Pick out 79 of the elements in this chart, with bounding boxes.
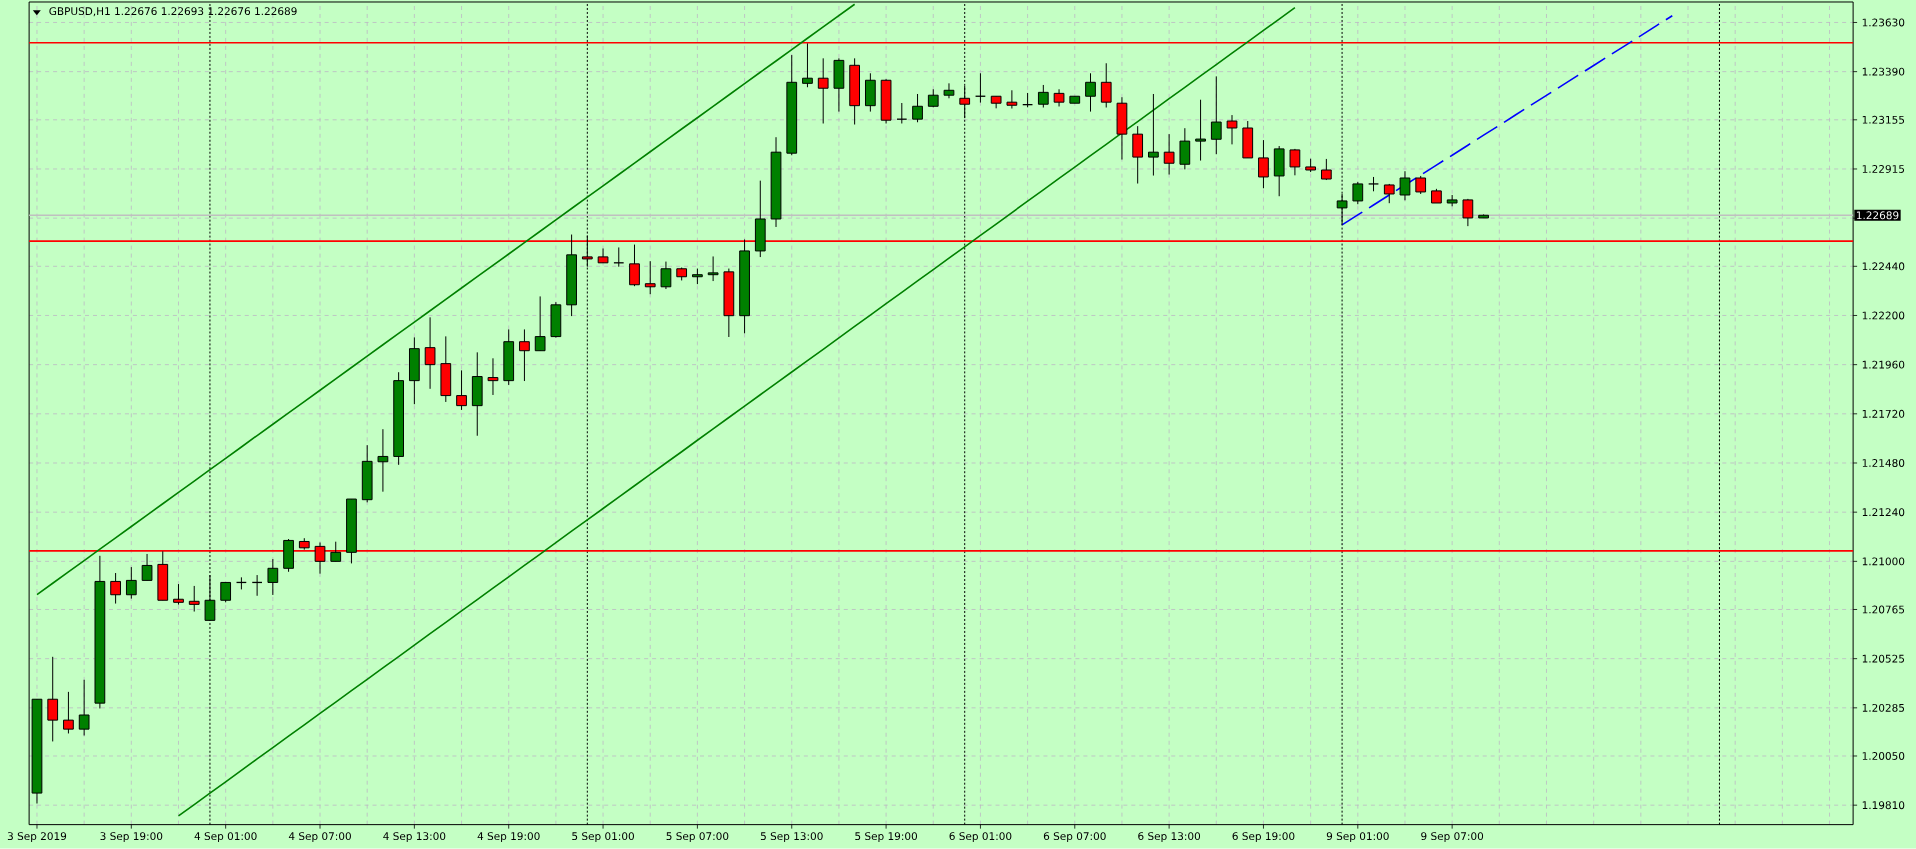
candlestick (660, 261, 672, 290)
x-tick-label: 5 Sep 01:00 (572, 832, 634, 843)
candlestick (1195, 99, 1206, 162)
x-tick-label: 4 Sep 13:00 (383, 832, 446, 843)
candlestick (110, 572, 121, 605)
candlestick (1226, 114, 1238, 146)
y-tick-label: 1.20525 (1862, 654, 1905, 663)
candlestick (141, 553, 153, 582)
candlestick (173, 583, 184, 606)
x-tick-label: 9 Sep 07:00 (1421, 832, 1484, 843)
candlestick (1399, 170, 1411, 202)
candlestick (1352, 181, 1364, 205)
x-tick-label: 6 Sep 13:00 (1138, 832, 1201, 843)
y-tick-label: 1.22440 (1862, 262, 1905, 271)
candlestick (817, 58, 829, 125)
y-tick-label: 1.19810 (1862, 801, 1905, 810)
y-tick-label: 1.21000 (1862, 557, 1905, 566)
candlestick (424, 317, 436, 390)
candlestick (63, 691, 74, 735)
candlestick (267, 558, 279, 596)
candlestick (707, 256, 719, 282)
x-tick-label: 3 Sep 2019 (7, 832, 67, 843)
candlestick (644, 260, 656, 295)
candlestick (943, 83, 955, 99)
x-tick-label: 9 Sep 01:00 (1326, 832, 1389, 843)
candlestick (1210, 76, 1222, 155)
candlestick (1163, 133, 1175, 176)
candlestick (1037, 84, 1049, 109)
y-tick-label: 1.21720 (1862, 410, 1905, 418)
candlestick (912, 93, 923, 123)
candlestick (1179, 127, 1191, 171)
y-tick-label: 1.23630 (1862, 18, 1905, 27)
y-tick-label: 1.22915 (1862, 165, 1905, 174)
candlestick (629, 244, 640, 287)
chart-title: GBPUSD,H1 1.22676 1.22693 1.22676 1.22689 (49, 7, 297, 17)
candlestick (1085, 72, 1096, 113)
x-tick-label: 4 Sep 01:00 (194, 832, 257, 843)
x-tick-label: 5 Sep 19:00 (855, 832, 918, 843)
y-tick-label: 1.20765 (1862, 605, 1905, 614)
y-tick-label: 1.21960 (1862, 360, 1905, 369)
candlestick (802, 43, 813, 88)
ref-line-label: 1.22689 (1856, 211, 1899, 220)
y-tick-label: 1.21240 (1862, 508, 1905, 517)
candlestick (1258, 139, 1269, 189)
x-tick-label: 6 Sep 07:00 (1043, 832, 1106, 843)
candlestick (1100, 62, 1112, 109)
x-tick-label: 5 Sep 07:00 (666, 832, 729, 843)
candlestick (1132, 125, 1144, 185)
candlestick (47, 656, 59, 743)
candlestick (1289, 148, 1301, 177)
y-tick-label: 1.21480 (1862, 459, 1905, 468)
candlestick (534, 296, 546, 352)
y-tick-label: 1.23155 (1862, 116, 1905, 124)
y-tick-label: 1.22200 (1862, 311, 1905, 320)
candlestick (1006, 90, 1018, 110)
x-tick-label: 4 Sep 07:00 (288, 832, 351, 843)
candlestick (487, 358, 499, 396)
candlestick (377, 428, 389, 493)
y-tick-label: 1.20285 (1862, 704, 1905, 713)
candlestick (1462, 198, 1474, 227)
x-tick-label: 3 Sep 19:00 (100, 832, 163, 843)
candlestick (188, 585, 200, 613)
x-tick-label: 4 Sep 19:00 (477, 832, 540, 843)
candlestick (597, 248, 609, 264)
x-tick-label: 5 Sep 13:00 (760, 832, 823, 843)
y-tick-label: 1.23390 (1862, 67, 1905, 76)
candlestick (1415, 175, 1427, 195)
candlestick (1148, 93, 1159, 177)
candlestick (519, 329, 530, 382)
candlestick (220, 582, 232, 604)
candlestick (204, 574, 216, 622)
x-tick-label: 6 Sep 01:00 (949, 832, 1012, 843)
candlestick (125, 566, 137, 600)
candlestick (330, 541, 342, 563)
candlestick (456, 370, 467, 411)
candlestick (1383, 183, 1395, 204)
x-tick-label: 6 Sep 19:00 (1232, 832, 1295, 843)
y-tick-label: 1.20050 (1862, 752, 1905, 761)
candlestick (78, 679, 90, 737)
